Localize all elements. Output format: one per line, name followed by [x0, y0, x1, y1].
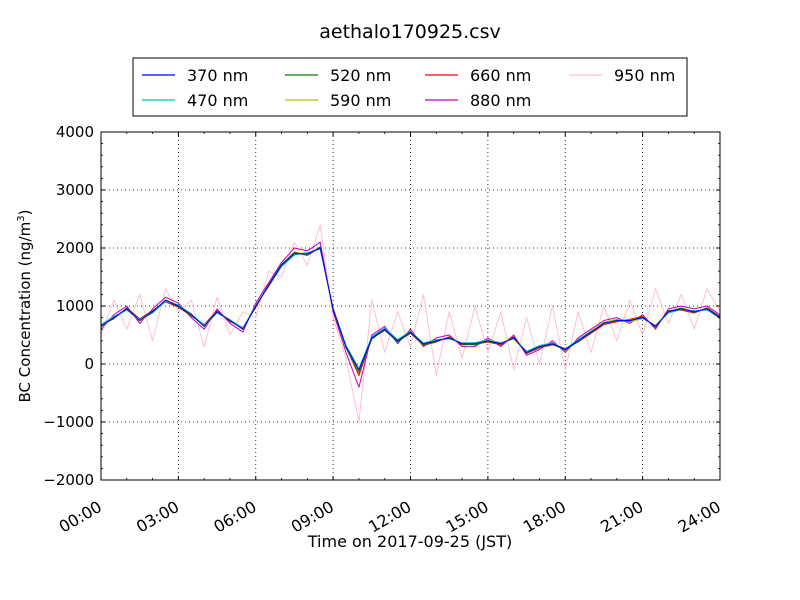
y-tick-label: 2000 [56, 239, 94, 257]
series-line-880-nm [101, 241, 720, 388]
x-axis-label: Time on 2017-09-25 (JST) [307, 532, 512, 551]
legend-label: 590 nm [330, 91, 391, 110]
series-line-370-nm [101, 247, 720, 371]
legend-label: 370 nm [187, 66, 248, 85]
legend-label: 880 nm [470, 91, 531, 110]
chart-title: aethalo170925.csv [319, 21, 501, 43]
series-line-470-nm [101, 248, 720, 370]
legend-label: 660 nm [470, 66, 531, 85]
series-line-590-nm [101, 248, 720, 372]
legend-label: 950 nm [614, 66, 675, 85]
legend-label: 470 nm [187, 91, 248, 110]
y-axis-label-superscript: 3 [16, 215, 27, 221]
y-axis-label-end: ) [16, 210, 34, 216]
y-tick-labels: 4000 3000 2000 1000 0 −1000 −2000 [43, 123, 94, 489]
series-line-950-nm [101, 224, 720, 423]
y-tick-label: 1000 [56, 297, 94, 315]
axis-ticks [100, 131, 721, 481]
y-tick-label: 4000 [56, 123, 94, 141]
y-tick-label: 0 [84, 355, 94, 373]
y-tick-label: −2000 [43, 471, 94, 489]
y-axis-label-main: BC Concentration (ng/m [16, 222, 34, 403]
y-axis-label: BC Concentration (ng/m3) [16, 210, 34, 403]
y-tick-label: −1000 [43, 413, 94, 431]
legend: 370 nm 470 nm 520 nm 590 nm 660 nm 880 nm 950 … [132, 57, 688, 117]
series-lines [101, 224, 720, 423]
legend-label: 520 nm [330, 66, 391, 85]
legend-box [132, 57, 688, 117]
y-tick-label: 3000 [56, 181, 94, 199]
